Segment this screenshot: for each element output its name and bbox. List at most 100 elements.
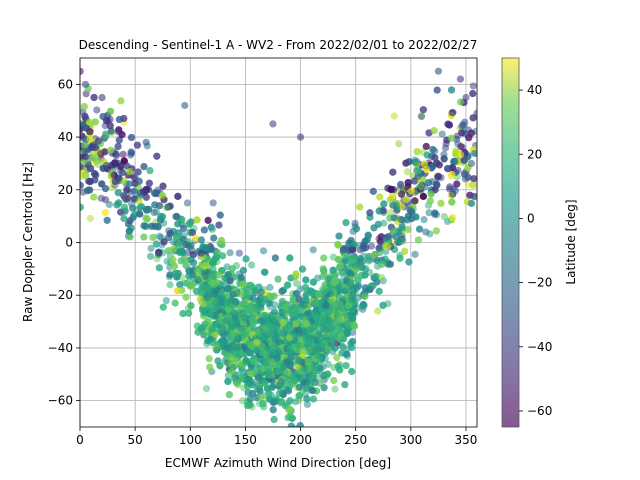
x-tick-label: 350: [455, 433, 478, 447]
x-tick-label: 200: [289, 433, 312, 447]
scatter-point: [80, 181, 84, 189]
scatter-point: [93, 106, 101, 114]
scatter-point: [176, 280, 184, 289]
scatter-point: [343, 316, 351, 324]
scatter-point: [366, 209, 374, 217]
scatter-point: [80, 125, 84, 133]
scatter-point: [159, 303, 167, 311]
scatter-point: [127, 149, 136, 157]
scatter-point: [458, 129, 466, 137]
scatter-point: [348, 367, 356, 376]
scatter-point: [281, 369, 290, 377]
scatter-point: [279, 286, 288, 294]
scatter-point: [319, 370, 327, 378]
scatter-point: [135, 177, 143, 185]
scatter-point: [419, 192, 427, 200]
scatter-point: [278, 380, 286, 388]
scatter-point: [189, 259, 198, 267]
scatter-point: [390, 112, 398, 120]
y-tick-label: 20: [58, 183, 73, 197]
scatter-point: [240, 300, 248, 308]
scatter-point: [259, 400, 267, 408]
scatter-point: [397, 190, 406, 198]
scatter-point: [244, 388, 252, 397]
scatter-point: [209, 273, 218, 281]
scatter-point: [155, 202, 164, 210]
scatter-point: [410, 177, 419, 185]
scatter-point: [329, 266, 337, 274]
scatter-point: [403, 168, 412, 176]
scatter-point: [331, 344, 339, 352]
scatter-point: [258, 342, 266, 350]
scatter-point: [404, 225, 412, 234]
scatter-point: [147, 244, 155, 252]
scatter-point: [415, 225, 424, 233]
scatter-point: [205, 355, 213, 363]
scatter-point: [152, 240, 161, 248]
scatter-point: [217, 327, 225, 335]
scatter-point: [339, 335, 348, 343]
scatter-point: [457, 142, 465, 151]
scatter-point: [155, 264, 163, 272]
scatter-point: [379, 301, 387, 310]
scatter-point: [459, 121, 467, 129]
scatter-point: [324, 345, 332, 353]
scatter-point: [90, 154, 98, 162]
scatter-point: [334, 256, 343, 264]
scatter-point: [99, 164, 107, 172]
scatter-point: [82, 171, 90, 179]
scatter-point: [146, 252, 155, 260]
scatter-point: [194, 268, 202, 276]
scatter-point: [292, 290, 300, 298]
scatter-point: [171, 299, 179, 307]
scatter-point: [204, 268, 212, 276]
scatter-point: [192, 287, 201, 295]
scatter-point: [331, 385, 339, 393]
scatter-point: [258, 393, 266, 401]
x-axis-label: ECMWF Azimuth Wind Direction [deg]: [165, 456, 391, 470]
scatter-point: [224, 306, 233, 314]
scatter-point: [377, 273, 386, 281]
scatter-point: [101, 209, 109, 217]
scatter-point: [350, 321, 358, 329]
scatter-point: [398, 224, 406, 232]
scatter-point: [232, 310, 240, 318]
scatter-point: [224, 312, 232, 320]
scatter-point: [91, 118, 99, 126]
scatter-point: [324, 370, 332, 378]
scatter-point: [414, 167, 422, 175]
scatter-point: [133, 141, 142, 149]
scatter-point: [224, 377, 232, 386]
scatter-point: [295, 295, 303, 303]
scatter-point: [341, 251, 349, 260]
scatter-point: [324, 317, 332, 325]
scatter-point: [162, 296, 170, 305]
scatter-point: [380, 219, 388, 227]
scatter-point: [117, 97, 125, 105]
scatter-point: [429, 145, 437, 154]
scatter-point: [125, 227, 133, 235]
scatter-point: [349, 286, 357, 294]
scatter-point: [182, 261, 190, 269]
scatter-point: [467, 129, 476, 137]
scatter-point: [130, 195, 138, 203]
scatter-point: [234, 334, 242, 343]
scatter-point: [158, 192, 166, 200]
scatter-point: [301, 365, 309, 373]
scatter-point: [199, 283, 207, 291]
scatter-point: [403, 215, 411, 223]
scatter-point: [85, 118, 94, 126]
scatter-point: [265, 390, 273, 398]
scatter-point: [337, 315, 345, 324]
scatter-point: [244, 382, 252, 390]
scatter-point: [268, 344, 276, 352]
scatter-point: [208, 258, 217, 266]
scatter-point: [453, 180, 461, 188]
scatter-point: [115, 136, 123, 144]
scatter-point: [406, 206, 414, 214]
scatter-point: [179, 309, 187, 318]
scatter-point: [147, 222, 156, 230]
scatter-point: [279, 362, 288, 371]
scatter-point: [274, 275, 282, 283]
scatter-point: [152, 189, 160, 197]
